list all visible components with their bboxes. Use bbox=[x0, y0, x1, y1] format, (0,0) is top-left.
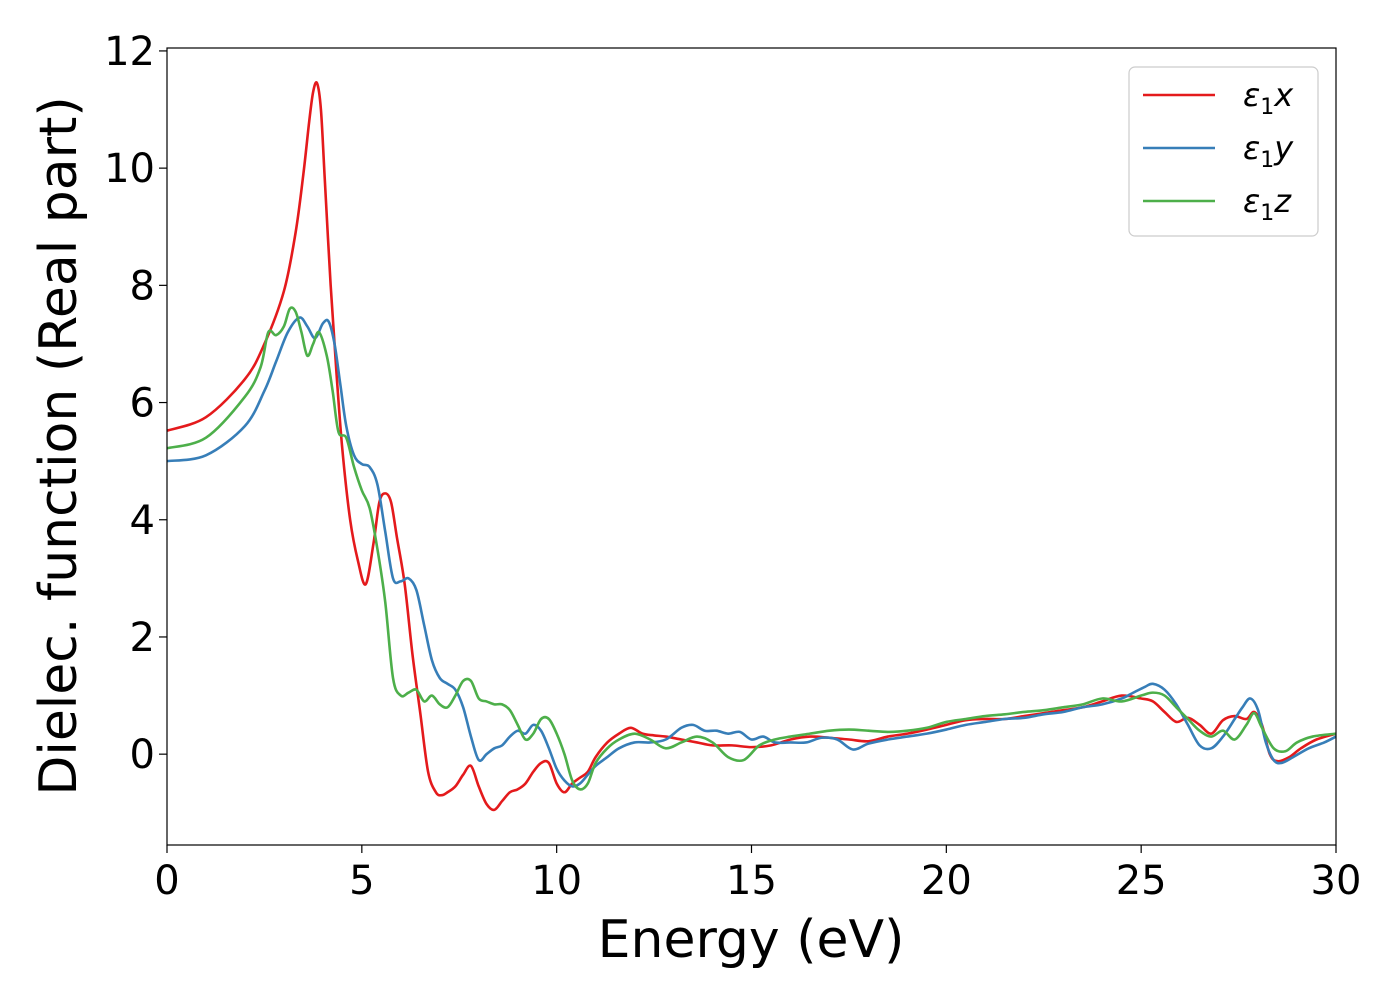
legend-frame bbox=[1128, 66, 1319, 237]
x-axis-ticks: 0 5 10 15 20 25 30 bbox=[154, 845, 1361, 904]
x-axis-label: Energy (eV) bbox=[598, 910, 905, 970]
x-tick-label: 20 bbox=[921, 858, 972, 904]
legend-label-y: ε1y bbox=[1243, 129, 1294, 173]
legend-label-x: ε1x bbox=[1243, 76, 1294, 120]
series-line-x bbox=[167, 81, 1336, 812]
x-tick-label: 10 bbox=[531, 858, 582, 904]
y-axis-ticks: 0 2 4 6 8 10 12 bbox=[104, 29, 167, 778]
series-line-y bbox=[167, 316, 1336, 788]
x-tick-label: 5 bbox=[349, 858, 374, 904]
x-tick-label: 0 bbox=[154, 858, 179, 904]
x-tick-label: 15 bbox=[726, 858, 777, 904]
legend-label-z: ε1z bbox=[1243, 182, 1292, 226]
series-line-z bbox=[167, 306, 1336, 791]
x-tick-label: 30 bbox=[1311, 858, 1362, 904]
legend: ε1x ε1y ε1z bbox=[1128, 66, 1319, 237]
series-layer bbox=[167, 81, 1336, 812]
x-tick-label: 25 bbox=[1116, 858, 1167, 904]
y-tick-label: 4 bbox=[130, 498, 155, 544]
y-tick-label: 8 bbox=[130, 263, 155, 309]
y-tick-label: 2 bbox=[130, 615, 155, 661]
y-tick-label: 0 bbox=[130, 732, 155, 778]
y-axis-label: Dielec. function (Real part) bbox=[29, 96, 89, 795]
y-tick-label: 10 bbox=[104, 146, 155, 192]
y-tick-label: 6 bbox=[130, 381, 155, 427]
y-tick-label: 12 bbox=[104, 29, 155, 75]
